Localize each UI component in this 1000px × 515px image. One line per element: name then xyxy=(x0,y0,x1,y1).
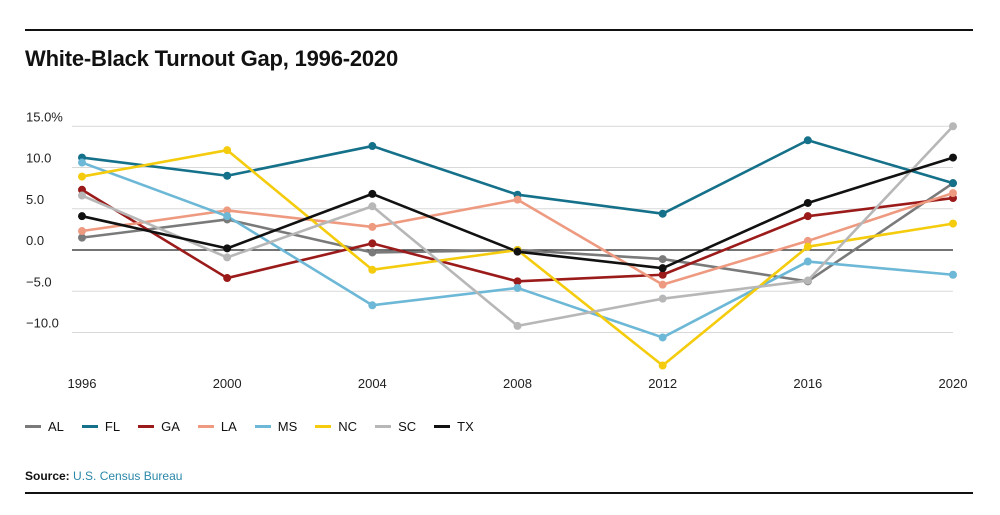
data-point-ms xyxy=(513,283,522,292)
legend-label: LA xyxy=(220,419,237,434)
x-tick-label: 2008 xyxy=(503,376,532,391)
x-tick-label: 2012 xyxy=(648,376,677,391)
x-tick-label: 2016 xyxy=(793,376,822,391)
data-point-ms xyxy=(949,270,957,279)
x-tick-label: 1996 xyxy=(68,376,97,391)
legend-swatch xyxy=(254,425,271,428)
legend-item-sc: SC xyxy=(375,419,416,434)
legend-swatch xyxy=(375,425,392,428)
legend: AL FL GA LA MS NC SC TX xyxy=(25,419,492,434)
y-tick-label: −5.0 xyxy=(26,274,52,289)
bottom-rule xyxy=(25,492,973,494)
data-point-ms xyxy=(803,257,812,266)
data-point-la xyxy=(223,206,232,215)
source-note: Source: U.S. Census Bureau xyxy=(25,469,182,483)
legend-item-fl: FL xyxy=(81,419,121,434)
y-tick-label: 5.0 xyxy=(26,192,44,207)
data-point-tx xyxy=(949,153,957,162)
legend-item-nc: NC xyxy=(315,419,357,434)
y-tick-label: 10.0 xyxy=(26,151,51,166)
data-point-sc xyxy=(368,202,377,211)
source-label: Source: xyxy=(25,469,70,483)
legend-item-al: AL xyxy=(25,419,64,434)
data-point-al xyxy=(78,233,86,242)
legend-label: FL xyxy=(104,419,121,434)
data-point-ga xyxy=(513,277,522,286)
legend-item-la: LA xyxy=(197,419,237,434)
legend-label: GA xyxy=(161,419,180,434)
data-point-nc xyxy=(223,146,232,155)
legend-label: MS xyxy=(277,419,298,434)
top-rule xyxy=(25,29,973,31)
legend-label: NC xyxy=(338,419,358,434)
data-point-la xyxy=(658,280,667,289)
legend-swatch xyxy=(434,425,451,428)
data-point-al xyxy=(658,255,667,264)
data-point-fl xyxy=(223,171,232,180)
data-point-fl xyxy=(658,209,667,218)
data-point-la xyxy=(803,236,812,245)
data-point-la xyxy=(368,222,377,231)
y-tick-label: 15.0% xyxy=(26,109,63,124)
data-point-nc xyxy=(368,265,377,274)
data-point-sc xyxy=(513,321,522,330)
legend-swatch xyxy=(197,425,214,428)
data-point-la xyxy=(78,227,86,236)
x-tick-label: 2000 xyxy=(213,376,242,391)
legend-swatch xyxy=(81,425,98,428)
series-line-nc xyxy=(81,148,954,367)
data-point-ga xyxy=(658,270,667,279)
y-tick-label: −10.0 xyxy=(26,316,59,331)
data-point-sc xyxy=(78,191,86,200)
source-link[interactable]: U.S. Census Bureau xyxy=(73,469,183,483)
y-tick-label: 0.0 xyxy=(26,233,44,248)
data-point-tx xyxy=(658,264,667,273)
data-point-tx xyxy=(223,244,232,253)
data-point-tx xyxy=(803,198,812,207)
data-point-ms xyxy=(223,212,232,221)
legend-item-ms: MS xyxy=(254,419,298,434)
data-point-nc xyxy=(803,242,812,251)
legend-swatch xyxy=(138,425,155,428)
data-point-tx xyxy=(368,189,377,198)
data-point-tx xyxy=(513,247,522,256)
data-point-fl xyxy=(949,179,957,188)
data-point-sc xyxy=(223,253,232,262)
legend-item-tx: TX xyxy=(434,419,474,434)
legend-item-ga: GA xyxy=(138,419,180,434)
data-point-ga xyxy=(803,212,812,221)
data-point-tx xyxy=(78,212,86,221)
legend-swatch xyxy=(25,425,41,428)
data-point-sc xyxy=(803,276,812,285)
data-point-sc xyxy=(658,294,667,303)
data-point-ga xyxy=(78,185,86,194)
data-point-nc xyxy=(949,219,957,228)
data-point-ms xyxy=(368,301,377,310)
data-point-nc xyxy=(78,172,86,181)
data-point-ga xyxy=(368,239,377,248)
data-point-la xyxy=(513,195,522,204)
series-line-sc xyxy=(81,125,954,328)
data-point-fl xyxy=(803,136,812,145)
x-tick-label: 2020 xyxy=(939,376,968,391)
data-point-nc xyxy=(658,361,667,370)
data-point-fl xyxy=(368,142,377,151)
legend-label: TX xyxy=(457,419,474,434)
data-point-ms xyxy=(78,158,86,167)
data-point-ms xyxy=(658,333,667,342)
data-point-sc xyxy=(949,122,957,131)
legend-label: SC xyxy=(398,419,417,434)
data-point-la xyxy=(949,189,957,198)
data-point-ga xyxy=(223,274,232,283)
x-tick-label: 2004 xyxy=(358,376,387,391)
chart-title: White-Black Turnout Gap, 1996-2020 xyxy=(25,46,399,71)
legend-label: AL xyxy=(48,419,64,434)
legend-swatch xyxy=(315,425,332,428)
data-point-al xyxy=(368,248,377,257)
